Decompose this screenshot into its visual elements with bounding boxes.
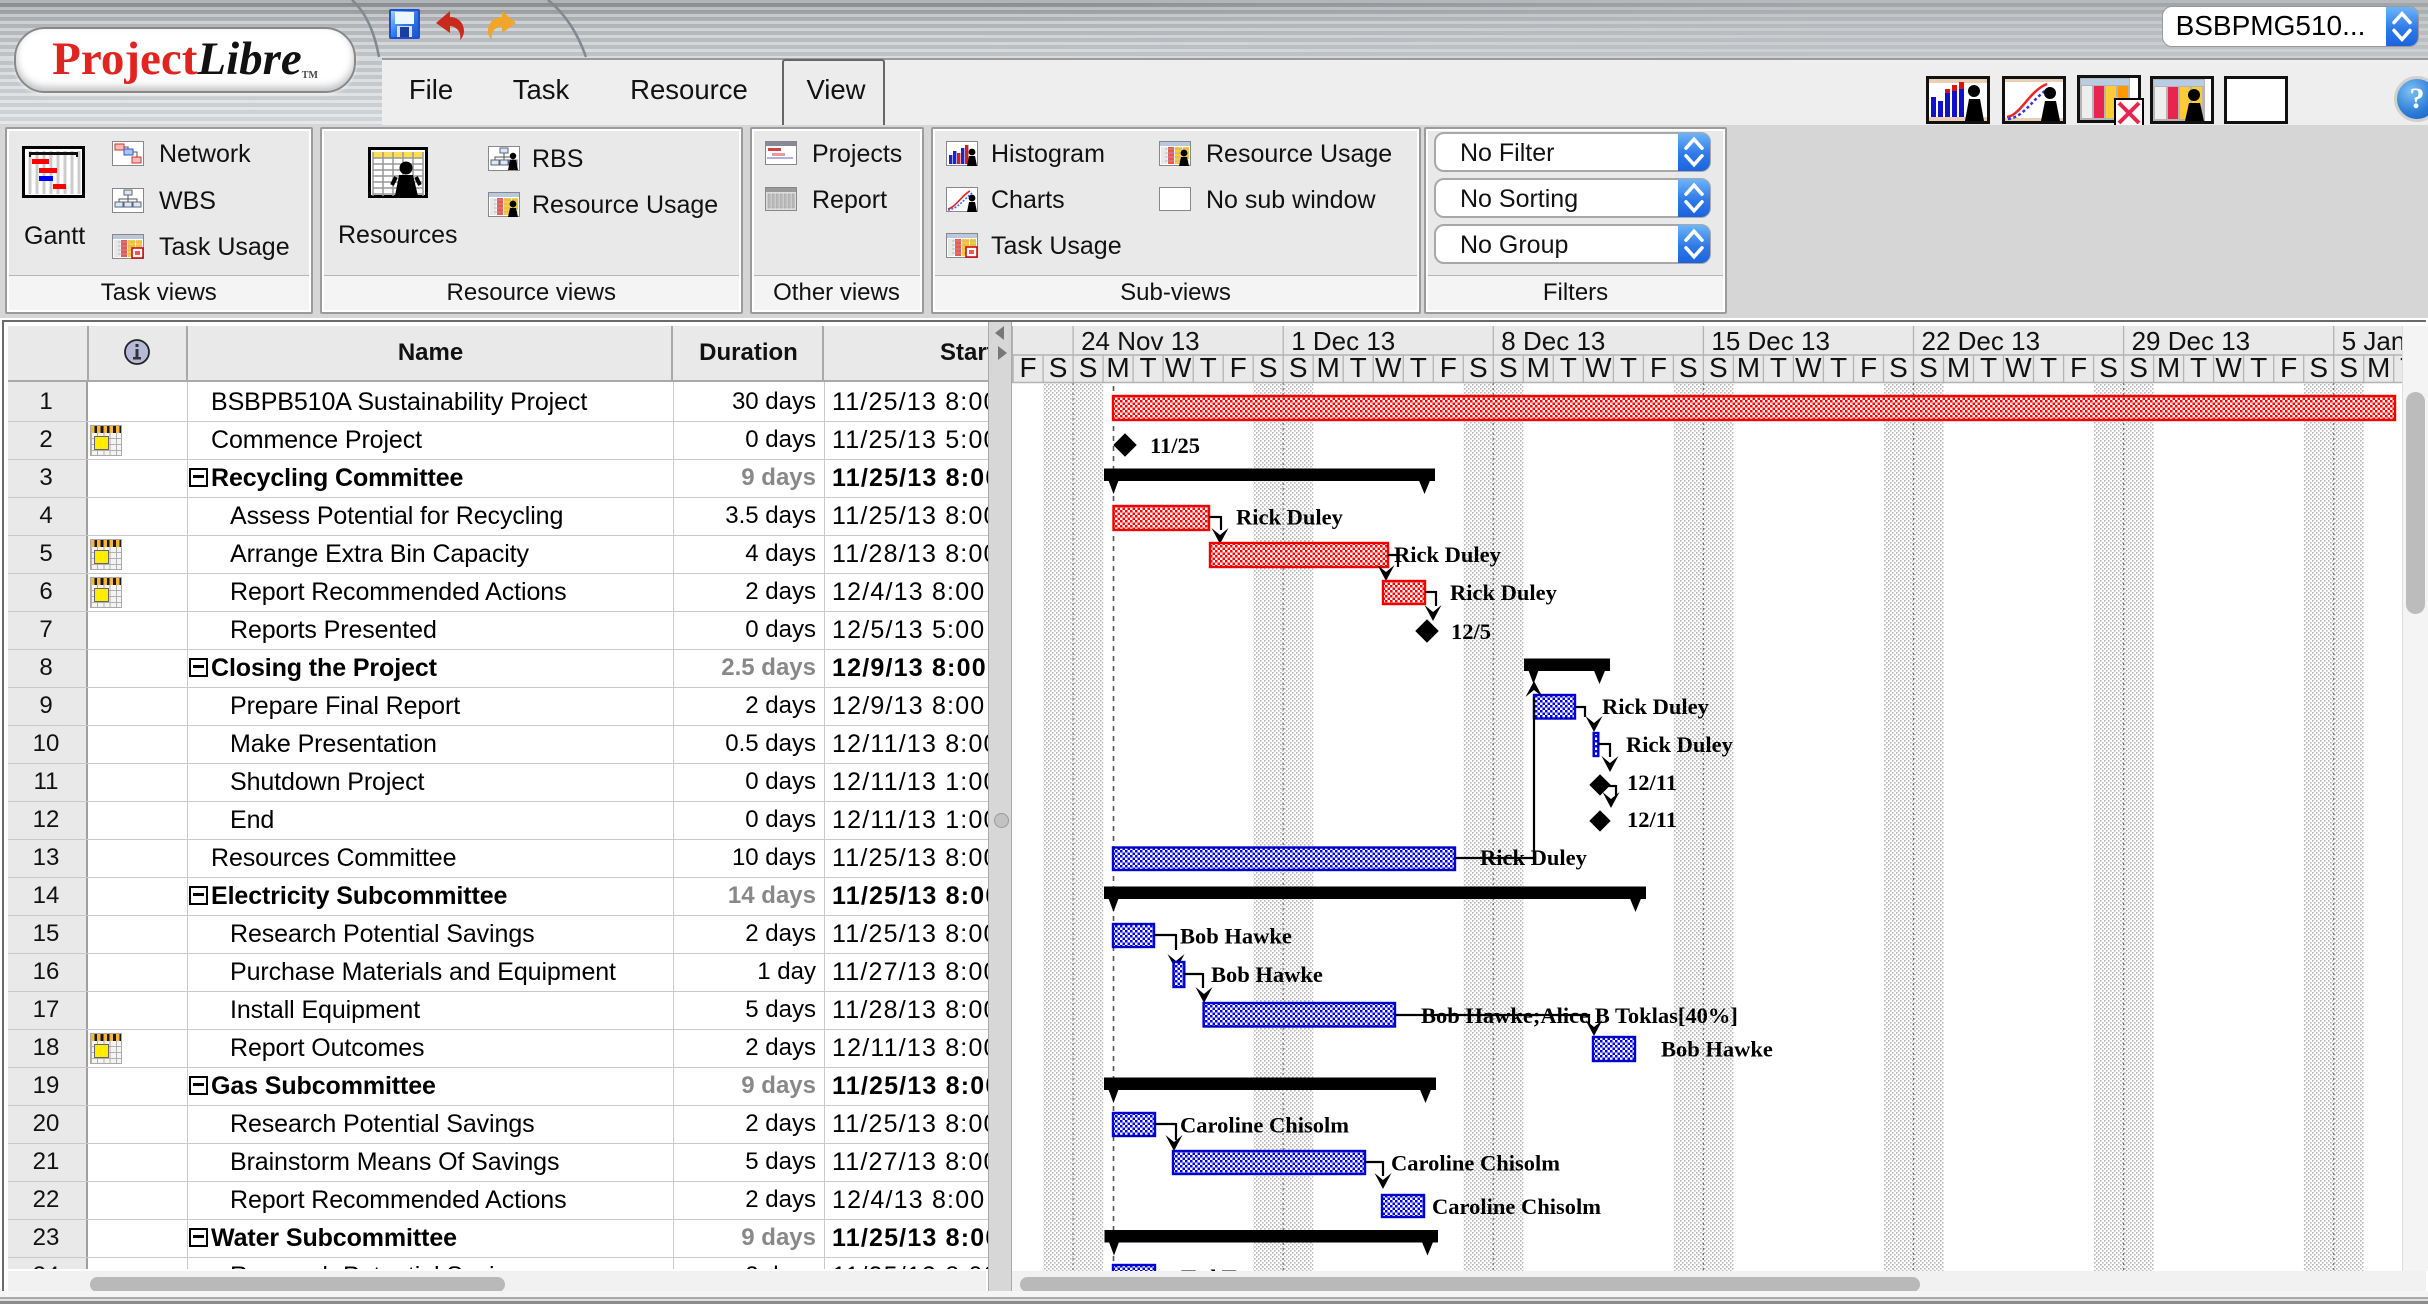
svg-text:M: M [2367,352,2390,383]
svg-text:W: W [2005,352,2032,383]
svg-text:12/11: 12/11 [1627,807,1677,832]
svg-text:11/25: 11/25 [1150,433,1200,458]
svg-text:T: T [2190,352,2207,383]
svg-text:M: M [1106,352,1129,383]
svg-text:F: F [1230,352,1247,383]
svg-text:W: W [1585,352,1612,383]
svg-text:T: T [1770,352,1787,383]
svg-text:T: T [1350,352,1367,383]
svg-text:S: S [2129,352,2148,383]
svg-text:F: F [1650,352,1667,383]
svg-text:F: F [2280,352,2297,383]
svg-text:M: M [1737,352,1760,383]
svg-text:Ted Turner: Ted Turner [1181,1265,1290,1272]
svg-text:Bob Hawke: Bob Hawke [1211,962,1323,987]
svg-text:S: S [1919,352,1938,383]
svg-text:S: S [1049,352,1068,383]
svg-text:T: T [1140,352,1157,383]
svg-text:M: M [1947,352,1970,383]
svg-text:T: T [1200,352,1217,383]
svg-text:F: F [1020,352,1037,383]
svg-text:Bob Hawke: Bob Hawke [1661,1037,1773,1062]
svg-text:S: S [2339,352,2358,383]
svg-text:S: S [1709,352,1728,383]
svg-text:W: W [2215,352,2242,383]
svg-text:1 Dec 13: 1 Dec 13 [1291,326,1395,356]
svg-text:Caroline Chisolm: Caroline Chisolm [1180,1113,1349,1138]
svg-text:15 Dec 13: 15 Dec 13 [1711,326,1830,356]
svg-text:Bob Hawke;Alice B Toklas[40%]: Bob Hawke;Alice B Toklas[40%] [1421,1003,1738,1028]
svg-text:W: W [1165,352,1192,383]
svg-text:M: M [1317,352,1340,383]
svg-text:Rick Duley: Rick Duley [1602,694,1710,719]
svg-text:Bob Hawke: Bob Hawke [1180,924,1292,949]
svg-text:S: S [1289,352,1308,383]
svg-text:S: S [1499,352,1518,383]
svg-text:Caroline Chisolm: Caroline Chisolm [1432,1194,1601,1219]
svg-text:Caroline Chisolm: Caroline Chisolm [1391,1151,1560,1176]
svg-text:F: F [1860,352,1877,383]
svg-text:12/5: 12/5 [1451,619,1491,644]
svg-text:8 Dec 13: 8 Dec 13 [1501,326,1605,356]
svg-text:Rick Duley: Rick Duley [1236,505,1344,530]
svg-text:29 Dec 13: 29 Dec 13 [2132,326,2251,356]
svg-text:Rick Duley: Rick Duley [1480,845,1588,870]
svg-text:M: M [1527,352,1550,383]
svg-text:S: S [1469,352,1488,383]
svg-text:S: S [1259,352,1278,383]
svg-text:22 Dec 13: 22 Dec 13 [1922,326,2041,356]
svg-text:Rick Duley: Rick Duley [1394,542,1502,567]
svg-text:F: F [2070,352,2087,383]
svg-text:S: S [2309,352,2328,383]
svg-text:24 Nov 13: 24 Nov 13 [1081,326,1200,356]
svg-text:F: F [1440,352,1457,383]
svg-text:S: S [1889,352,1908,383]
svg-text:T: T [1830,352,1847,383]
svg-text:Rick Duley: Rick Duley [1450,580,1558,605]
svg-text:T: T [1620,352,1637,383]
svg-text:5 Jan: 5 Jan [2342,326,2406,356]
svg-text:W: W [1375,352,1402,383]
svg-text:T: T [2040,352,2057,383]
svg-text:T: T [2250,352,2267,383]
svg-text:S: S [1079,352,1098,383]
svg-text:M: M [2157,352,2180,383]
svg-text:T: T [1410,352,1427,383]
svg-text:12/11: 12/11 [1627,770,1677,795]
svg-text:W: W [1795,352,1822,383]
svg-text:T: T [1560,352,1577,383]
svg-text:Rick Duley: Rick Duley [1626,732,1734,757]
svg-text:S: S [2099,352,2118,383]
svg-text:S: S [1679,352,1698,383]
svg-text:T: T [1980,352,1997,383]
